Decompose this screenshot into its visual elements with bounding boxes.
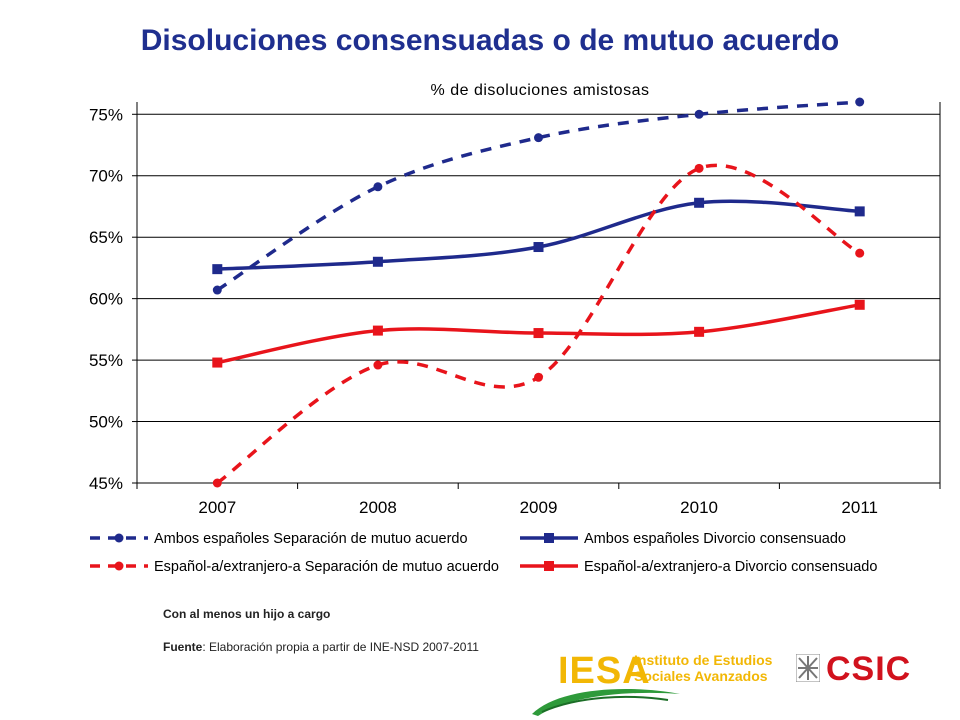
- series-line-1: [216, 100, 860, 292]
- data-point-s1-2009: [534, 133, 543, 143]
- y-tick-label: 70%: [89, 167, 123, 186]
- data-point-s1-2011: [855, 97, 865, 107]
- iesa-logo-name: Instituto de Estudios Sociales Avanzados: [634, 652, 772, 684]
- legend-label-1: Ambos españoles Separación de mutuo acue…: [154, 531, 468, 547]
- chart-title: % de disoluciones amistosas: [431, 82, 650, 99]
- line-chart: % de disoluciones amistosas 45% 50% 55% 60% 6…: [89, 82, 941, 575]
- iesa-swoosh-icon: [532, 688, 680, 716]
- iesa-logo-line1: Instituto de Estudios: [634, 652, 773, 668]
- fuente-label: Fuente: [163, 640, 203, 654]
- csic-logo-word: CSIC: [826, 650, 912, 688]
- legend-marker-3: [114, 561, 124, 571]
- x-tick-label-2009: 2009: [520, 498, 558, 517]
- x-tick-label-2011: 2011: [841, 498, 878, 517]
- data-point-s3-2011: [855, 248, 865, 258]
- note-fuente: Fuente: Elaboración propia a partir de I…: [163, 640, 479, 654]
- legend-label-2: Ambos españoles Divorcio consensuado: [584, 531, 846, 547]
- data-point-s4-2010: [694, 326, 705, 337]
- data-point-s2-2011: [854, 206, 865, 217]
- series-line-2: [217, 199, 860, 271]
- y-tick-label: 45%: [89, 474, 123, 493]
- x-tick-label-2008: 2008: [359, 498, 397, 517]
- data-point-s2-2010: [694, 197, 705, 208]
- x-tick-label-2010: 2010: [680, 498, 718, 517]
- data-point-s3-2008: [373, 360, 383, 370]
- x-tick-label-2007: 2007: [198, 498, 236, 517]
- slide-title: Disoluciones consensuadas o de mutuo acu…: [140, 24, 840, 57]
- y-tick-label: 55%: [89, 351, 123, 370]
- data-point-s3-2009: [534, 372, 543, 382]
- legend-label-4: Español-a/extranjero-a Divorcio consensu…: [584, 559, 877, 575]
- iesa-logo-line2: Sociales Avanzados: [634, 668, 768, 684]
- y-tick-label: 65%: [89, 228, 123, 247]
- csic-logo: CSIC: [796, 648, 926, 692]
- legend-label-3: Español-a/extranjero-a Separación de mut…: [154, 559, 499, 575]
- data-point-s1-2007: [212, 285, 222, 295]
- data-point-s4-2009: [533, 328, 544, 339]
- fuente-text: : Elaboración propia a partir de INE-NSD…: [202, 640, 479, 654]
- note-hijo-a-cargo: Con al menos un hijo a cargo: [163, 607, 331, 621]
- y-tick-label: 60%: [89, 290, 123, 309]
- data-point-s2-2007: [212, 264, 223, 275]
- data-point-s2-2009: [533, 242, 544, 253]
- data-point-s4-2008: [372, 325, 383, 336]
- data-point-s4-2011: [854, 299, 865, 310]
- y-tick-label: 50%: [89, 413, 123, 432]
- data-point-s1-2008: [373, 182, 383, 192]
- data-point-s3-2010: [694, 163, 704, 173]
- csic-emblem-icon: [796, 654, 820, 682]
- data-point-s2-2008: [372, 256, 383, 267]
- y-tick-label: 75%: [89, 105, 123, 124]
- legend-marker-4: [544, 561, 554, 571]
- legend-marker-1: [114, 533, 124, 543]
- iesa-logo-word: IESA: [558, 650, 651, 692]
- iesa-logo: IESA Instituto de Estudios Sociales Avan…: [528, 646, 788, 718]
- data-point-s3-2007: [212, 478, 222, 488]
- data-point-s1-2010: [694, 109, 704, 119]
- legend-marker-2: [544, 533, 554, 543]
- data-point-s4-2007: [212, 357, 223, 368]
